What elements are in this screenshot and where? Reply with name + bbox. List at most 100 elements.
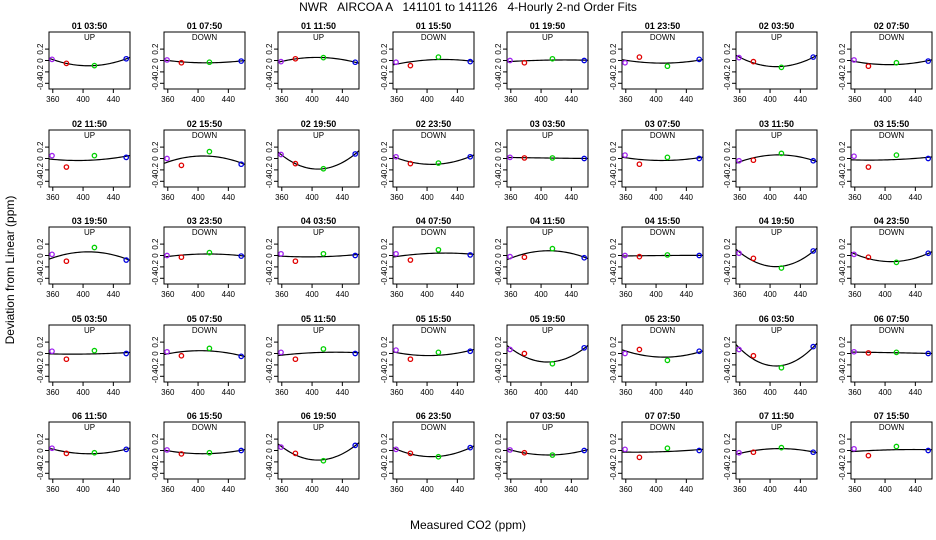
fit-curve: [277, 150, 360, 170]
y-tick-label: 0: [380, 351, 389, 356]
fit-curve: [48, 154, 131, 162]
data-point: [467, 153, 474, 160]
data-point: [778, 444, 785, 451]
y-tick-label: -0.2: [838, 454, 847, 468]
panel-title: 04 11:50: [530, 216, 565, 226]
panel: 04 07:50 DOWN -0.4-0.20 0.2 360 400 440: [380, 216, 475, 299]
x-tick-label: 400: [191, 193, 205, 202]
y-tick-label: -0.4: [151, 76, 160, 90]
data-point: [521, 254, 528, 261]
x-tick-label: 360: [275, 290, 289, 299]
x-tick-label: 440: [794, 485, 808, 494]
fit-curve: [163, 448, 246, 455]
panel-direction-label: UP: [542, 131, 553, 140]
data-point: [278, 444, 284, 450]
x-tick-label: 360: [733, 193, 747, 202]
data-point: [736, 449, 742, 456]
y-tick-label: 0: [723, 156, 732, 161]
y-tick-label: -0.2: [723, 64, 732, 78]
panel-title: 04 07:50: [416, 216, 452, 226]
panel-title: 05 19:50: [530, 314, 566, 324]
x-tick-label: 360: [848, 485, 862, 494]
data-point: [750, 255, 757, 262]
x-tick-label: 360: [390, 193, 404, 202]
data-point: [622, 350, 628, 357]
y-tick-label: -0.2: [36, 162, 45, 176]
data-point: [278, 349, 284, 356]
data-point: [49, 251, 55, 258]
y-tick-label: 0: [36, 351, 45, 356]
data-point: [925, 250, 932, 257]
data-point: [581, 57, 588, 64]
data-point: [292, 55, 299, 62]
x-tick-label: 440: [680, 193, 694, 202]
x-tick-label: 400: [305, 95, 319, 104]
x-tick-label: 360: [275, 485, 289, 494]
data-point: [778, 265, 785, 271]
y-tick-label: -0.4: [36, 369, 45, 383]
x-tick-label: 440: [107, 485, 121, 494]
data-point: [206, 345, 213, 352]
x-tick-label: 400: [420, 95, 434, 104]
y-tick-label: -0.2: [265, 357, 274, 371]
data-point: [778, 150, 785, 157]
data-point: [320, 346, 327, 352]
y-tick-label: -0.2: [609, 64, 618, 78]
x-tick-label: 400: [534, 193, 548, 202]
y-tick-label: -0.2: [838, 64, 847, 78]
data-point: [549, 245, 556, 252]
panel-title: 04 15:50: [645, 216, 681, 226]
data-point: [810, 248, 817, 254]
x-tick-label: 400: [420, 290, 434, 299]
y-tick-label: -0.4: [723, 271, 732, 285]
data-point: [164, 57, 170, 63]
panel-direction-label: DOWN: [650, 33, 676, 42]
panel: 06 07:50 DOWN -0.4-0.20 0.2 360 400 440: [838, 314, 933, 397]
data-point: [352, 59, 359, 66]
y-tick-label: 0.2: [494, 238, 503, 250]
y-tick-label: 0.2: [265, 238, 274, 250]
x-tick-label: 400: [191, 290, 205, 299]
data-point: [581, 155, 588, 162]
data-point: [178, 254, 185, 261]
x-tick-label: 440: [565, 193, 579, 202]
data-point: [696, 56, 703, 63]
fit-curve: [163, 155, 246, 166]
y-tick-label: 0.2: [609, 141, 618, 153]
y-tick-label: 0: [151, 253, 160, 258]
x-tick-label: 440: [451, 388, 465, 397]
fit-curve: [735, 342, 818, 367]
panel: 01 03:50 UP -0.4-0.20 0.2 360 400 440: [36, 21, 131, 104]
fit-curve: [850, 448, 933, 453]
x-tick-label: 400: [649, 290, 663, 299]
x-tick-label: 400: [420, 388, 434, 397]
data-point: [435, 349, 442, 356]
panel: 02 23:50 DOWN -0.4-0.20 0.2 360 400 440: [380, 119, 475, 202]
fit-curve: [735, 154, 818, 164]
y-tick-label: -0.4: [609, 271, 618, 285]
panel-title: 02 07:50: [874, 21, 910, 31]
y-tick-label: -0.2: [265, 259, 274, 273]
panel: 03 15:50 DOWN -0.4-0.20 0.2 360 400 440: [838, 119, 933, 202]
x-tick-label: 360: [161, 485, 175, 494]
fit-curve: [735, 448, 818, 455]
panel: 02 07:50 DOWN -0.4-0.20 0.2 360 400 440: [838, 21, 933, 104]
panel-title: 03 15:50: [874, 119, 910, 129]
data-point: [91, 152, 98, 159]
x-tick-label: 400: [191, 485, 205, 494]
data-point: [123, 55, 130, 62]
y-tick-label: -0.4: [151, 466, 160, 480]
y-tick-label: 0.2: [151, 238, 160, 250]
x-tick-label: 360: [275, 95, 289, 104]
data-point: [238, 161, 245, 168]
data-point: [581, 344, 588, 351]
fit-curve: [850, 59, 933, 66]
y-tick-label: -0.2: [838, 259, 847, 273]
data-point: [63, 164, 70, 170]
panel: 02 03:50 UP -0.4-0.20 0.2 360 400 440: [723, 21, 818, 104]
x-tick-label: 400: [763, 193, 777, 202]
y-tick-label: 0: [36, 448, 45, 453]
fit-curve: [392, 58, 475, 66]
y-tick-label: 0: [609, 58, 618, 63]
data-point: [178, 352, 185, 359]
